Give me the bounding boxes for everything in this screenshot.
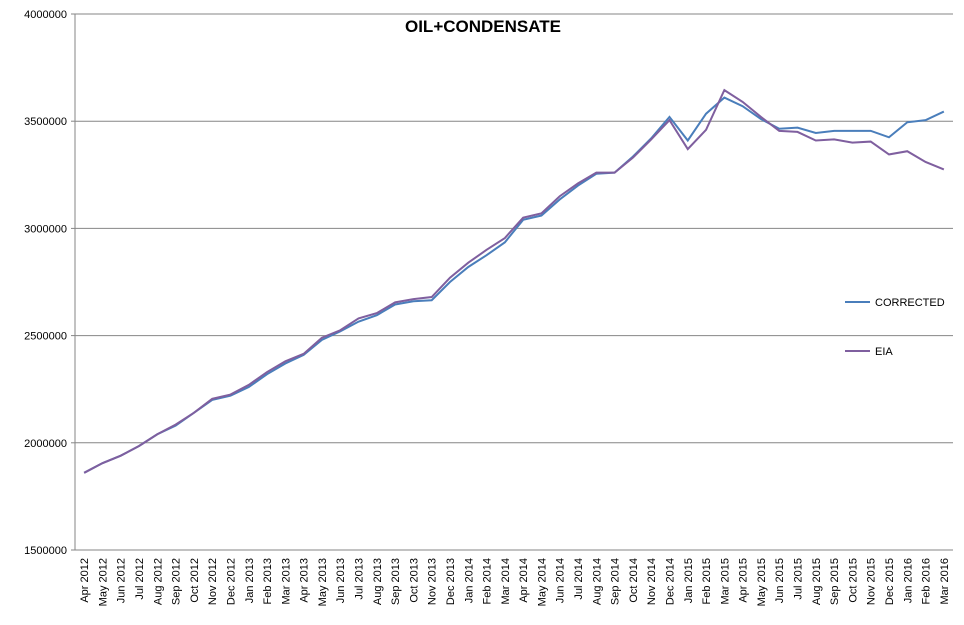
x-tick-label: Oct 2013	[408, 558, 420, 603]
x-tick-label: Nov 2015	[866, 558, 878, 605]
x-tick-label: May 2013	[317, 558, 329, 606]
x-tick-label: May 2015	[756, 558, 768, 606]
x-tick-label: Apr 2013	[299, 558, 311, 603]
x-tick-label: Apr 2012	[79, 558, 91, 603]
x-tick-label: Jul 2012	[134, 558, 146, 600]
x-tick-label: Feb 2016	[921, 558, 933, 604]
x-tick-label: Dec 2013	[445, 558, 457, 605]
x-tick-label: Feb 2014	[482, 558, 494, 604]
x-tick-label: Jan 2016	[902, 558, 914, 603]
x-tick-label: Jan 2013	[244, 558, 256, 603]
x-tick-label: Oct 2015	[847, 558, 859, 603]
x-tick-label: Aug 2013	[372, 558, 384, 605]
x-tick-label: Mar 2015	[719, 558, 731, 604]
x-tick-label: Jul 2013	[354, 558, 366, 600]
x-tick-label: Dec 2015	[884, 558, 896, 605]
x-tick-label: Jun 2013	[335, 558, 347, 603]
x-tick-label: Aug 2012	[152, 558, 164, 605]
x-tick-label: Oct 2012	[189, 558, 201, 603]
x-tick-label: Dec 2012	[225, 558, 237, 605]
x-tick-label: Nov 2012	[207, 558, 219, 605]
x-tick-label: Jan 2014	[463, 558, 475, 603]
x-tick-label: May 2012	[97, 558, 109, 606]
x-tick-label: Jun 2012	[116, 558, 128, 603]
x-tick-label: Oct 2014	[628, 558, 640, 603]
legend-label: CORRECTED	[875, 297, 945, 309]
x-tick-label: Feb 2013	[262, 558, 274, 604]
series-line	[83, 88, 945, 474]
x-tick-label: Sep 2014	[610, 558, 622, 605]
x-tick-label: Sep 2012	[171, 558, 183, 605]
x-tick-label: Jul 2015	[793, 558, 805, 600]
x-tick-label: Jun 2015	[774, 558, 786, 603]
x-tick-label: Aug 2014	[591, 558, 603, 605]
y-tick-label: 3500000	[24, 116, 67, 128]
x-tick-label: May 2014	[536, 558, 548, 606]
x-tick-label: Aug 2015	[811, 558, 823, 605]
x-tick-label: Nov 2013	[427, 558, 439, 605]
x-tick-label: Mar 2013	[280, 558, 292, 604]
y-tick-label: 1500000	[24, 545, 67, 557]
x-tick-label: Dec 2014	[664, 558, 676, 605]
y-tick-label: 2000000	[24, 438, 67, 450]
x-tick-label: Jan 2015	[683, 558, 695, 603]
x-tick-label: Feb 2015	[701, 558, 713, 604]
chart-title: OIL+CONDENSATE	[405, 17, 561, 36]
y-tick-label: 2500000	[24, 331, 67, 343]
x-tick-label: Jul 2014	[573, 558, 585, 600]
x-tick-label: Sep 2015	[829, 558, 841, 605]
x-tick-label: Jun 2014	[555, 558, 567, 603]
x-tick-label: Apr 2014	[518, 558, 530, 603]
x-tick-label: Apr 2015	[738, 558, 750, 603]
y-tick-label: 3000000	[24, 223, 67, 235]
y-tick-label: 4000000	[24, 9, 67, 21]
x-tick-label: Mar 2014	[500, 558, 512, 604]
series-line	[83, 96, 945, 474]
legend-label: EIA	[875, 346, 893, 358]
x-tick-label: Nov 2014	[646, 558, 658, 605]
x-tick-label: Mar 2016	[939, 558, 951, 604]
x-tick-label: Sep 2013	[390, 558, 402, 605]
